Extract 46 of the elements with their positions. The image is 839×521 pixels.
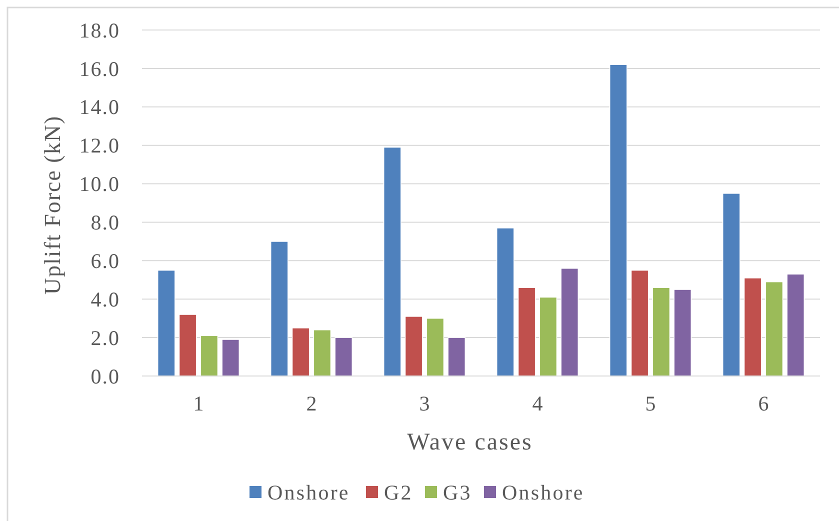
- legend-label: G3: [443, 480, 472, 504]
- bar: [609, 64, 628, 376]
- y-axis-title: Uplift Force (kN): [40, 115, 66, 295]
- bar: [178, 314, 197, 376]
- y-tick-label: 14.0: [79, 95, 120, 120]
- bar: [674, 289, 692, 376]
- bar: [383, 146, 402, 376]
- bar: [334, 337, 353, 376]
- x-tick-label: 3: [419, 391, 430, 416]
- y-tick-label: 2.0: [90, 326, 120, 350]
- bar: [222, 339, 240, 376]
- bar: [426, 318, 444, 376]
- bar: [157, 270, 176, 376]
- legend-label: Onshore: [268, 480, 350, 504]
- bar: [292, 328, 310, 376]
- x-axis-title: Wave cases: [407, 429, 533, 456]
- bar: [496, 228, 514, 376]
- bar: [765, 281, 784, 376]
- y-tick-label: 10.0: [79, 172, 120, 196]
- y-tick-label: 16.0: [79, 56, 120, 81]
- bar: [313, 329, 332, 376]
- bar: [448, 337, 466, 376]
- bar: [404, 316, 423, 376]
- y-tick-label: 0.0: [90, 364, 120, 388]
- y-tick-label: 18.0: [79, 18, 120, 42]
- bar: [652, 287, 670, 376]
- legend-label: Onshore: [502, 480, 584, 504]
- x-tick-label: 5: [645, 391, 656, 416]
- x-tick-label: 2: [306, 391, 317, 416]
- bar: [786, 274, 805, 376]
- bar: [630, 270, 649, 376]
- x-tick-label: 4: [532, 391, 544, 416]
- y-tick-label: 6.0: [90, 249, 120, 274]
- x-tick-label: 1: [193, 391, 204, 416]
- bar: [560, 268, 579, 376]
- bar: [518, 287, 536, 376]
- bar: [200, 335, 218, 376]
- y-tick-label: 8.0: [90, 210, 120, 235]
- legend-label: G2: [384, 480, 413, 504]
- bar: [270, 241, 288, 376]
- x-tick-label: 6: [758, 391, 769, 416]
- y-tick-label: 12.0: [79, 134, 120, 158]
- bar: [722, 192, 740, 376]
- y-tick-label: 4.0: [90, 287, 120, 312]
- bar: [744, 278, 762, 376]
- bar: [539, 296, 558, 376]
